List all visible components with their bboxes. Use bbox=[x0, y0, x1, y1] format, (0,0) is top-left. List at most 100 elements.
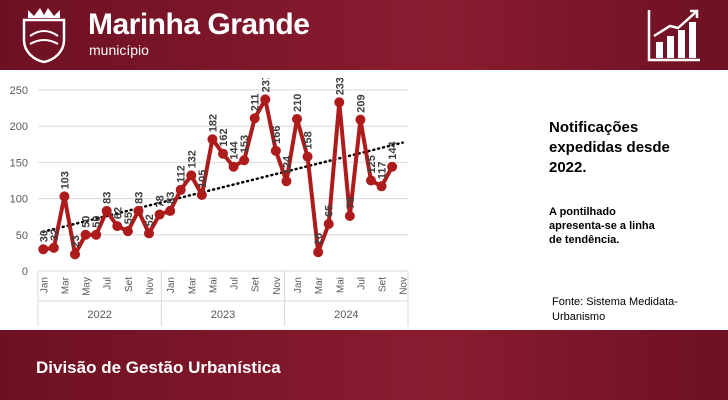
data-label: 50 bbox=[91, 216, 103, 228]
data-label: 166 bbox=[271, 125, 283, 143]
marker bbox=[260, 94, 271, 105]
marker bbox=[48, 242, 59, 253]
data-label: 83 bbox=[165, 192, 177, 204]
y-tick-label: 250 bbox=[10, 85, 28, 97]
data-label: 30 bbox=[38, 230, 50, 242]
marker bbox=[38, 244, 49, 255]
data-label: 182 bbox=[207, 114, 219, 132]
marker bbox=[313, 247, 324, 258]
year-label: 2023 bbox=[211, 309, 235, 321]
marker bbox=[366, 175, 376, 186]
data-label: 153 bbox=[239, 135, 251, 153]
x-tick-label: Jan bbox=[293, 277, 304, 293]
chart-background bbox=[0, 78, 412, 328]
header-band bbox=[0, 0, 728, 70]
marker bbox=[249, 113, 260, 124]
x-tick-label: Mai bbox=[335, 277, 346, 293]
data-label: 52 bbox=[144, 214, 156, 226]
x-tick-label: Nov bbox=[399, 277, 410, 295]
marker bbox=[281, 176, 292, 187]
y-tick-label: 100 bbox=[10, 194, 28, 206]
x-tick-label: Mar bbox=[314, 276, 325, 294]
x-tick-label: Nov bbox=[272, 277, 283, 295]
x-tick-label: Set bbox=[251, 277, 262, 292]
marker bbox=[239, 155, 250, 166]
y-tick-label: 50 bbox=[16, 230, 28, 242]
marker bbox=[59, 191, 70, 202]
marker bbox=[70, 249, 80, 260]
x-tick-label: Nov bbox=[145, 277, 156, 295]
chart: 0 50 100 150 200 250 Jan Mar May Jul Set Nov Jan Mar M… bbox=[0, 78, 412, 328]
year-label: 2024 bbox=[334, 309, 358, 321]
x-tick-label: Jan bbox=[166, 277, 177, 293]
data-label: 124 bbox=[281, 155, 293, 174]
data-label: 50 bbox=[81, 216, 93, 228]
x-tick-label: Mai bbox=[208, 277, 219, 293]
marker bbox=[165, 205, 176, 216]
marker bbox=[91, 229, 102, 240]
source: Fonte: Sistema Medidata-Urbanismo bbox=[552, 296, 678, 323]
marker bbox=[302, 151, 313, 162]
header-subtitle: município bbox=[89, 42, 149, 58]
marker bbox=[207, 134, 218, 145]
data-label: 117 bbox=[377, 162, 389, 180]
data-label: 65 bbox=[324, 205, 336, 217]
data-label: 112 bbox=[176, 165, 188, 183]
marker bbox=[133, 205, 144, 216]
x-tick-label: May bbox=[82, 277, 93, 296]
data-label: 132 bbox=[186, 150, 198, 168]
marker bbox=[122, 226, 133, 237]
marker bbox=[196, 189, 207, 200]
marker bbox=[101, 205, 112, 216]
data-label: 76 bbox=[345, 197, 357, 209]
y-tick-label: 200 bbox=[10, 121, 28, 133]
marker bbox=[186, 170, 197, 181]
data-label: 209 bbox=[355, 94, 367, 112]
marker bbox=[387, 161, 398, 172]
data-label: 125 bbox=[366, 155, 378, 173]
x-tick-label: Mar bbox=[60, 276, 71, 294]
marker bbox=[376, 181, 387, 192]
data-label: 32 bbox=[49, 229, 61, 241]
header-title: Marinha Grande bbox=[88, 8, 310, 41]
marker bbox=[323, 218, 334, 229]
data-label: 144 bbox=[387, 141, 399, 160]
year-label: 2022 bbox=[87, 309, 111, 321]
data-label: 23 bbox=[70, 235, 82, 247]
marker bbox=[218, 148, 228, 159]
x-tick-label: Mar bbox=[187, 276, 198, 294]
data-label: 105 bbox=[197, 170, 209, 188]
marker bbox=[270, 145, 281, 156]
x-tick-label: Set bbox=[378, 277, 389, 292]
marker bbox=[355, 114, 366, 125]
data-label: 78 bbox=[155, 195, 167, 207]
data-label: 103 bbox=[59, 171, 71, 189]
data-label: 83 bbox=[102, 192, 114, 204]
x-tick-label: Jul bbox=[103, 277, 114, 290]
annotation: A pontilhado apresenta-se a linha de ten… bbox=[549, 206, 655, 246]
y-tick-label: 0 bbox=[22, 266, 28, 278]
data-label: 233 bbox=[334, 78, 346, 95]
chart-title: Notificações expedidas desde 2022. bbox=[549, 119, 670, 176]
x-tick-label: Jul bbox=[356, 277, 367, 290]
marker bbox=[292, 113, 302, 124]
marker bbox=[154, 209, 165, 220]
data-label: 237 bbox=[260, 78, 272, 92]
data-label: 83 bbox=[133, 192, 145, 204]
marker bbox=[344, 210, 355, 221]
x-tick-label: Set bbox=[124, 277, 135, 292]
data-label: 144 bbox=[229, 141, 241, 160]
marker bbox=[334, 97, 345, 108]
x-tick-label: Jan bbox=[39, 277, 50, 293]
marker bbox=[144, 228, 154, 239]
line bbox=[43, 97, 394, 257]
x-tick-label: Jul bbox=[230, 277, 241, 290]
marker bbox=[228, 161, 239, 172]
data-label: 162 bbox=[218, 128, 230, 146]
data-label: 210 bbox=[292, 94, 304, 112]
marker bbox=[112, 221, 123, 232]
footer-title: Divisão de Gestão Urbanística bbox=[36, 358, 281, 377]
logo bbox=[22, 8, 66, 64]
marker bbox=[80, 229, 91, 240]
